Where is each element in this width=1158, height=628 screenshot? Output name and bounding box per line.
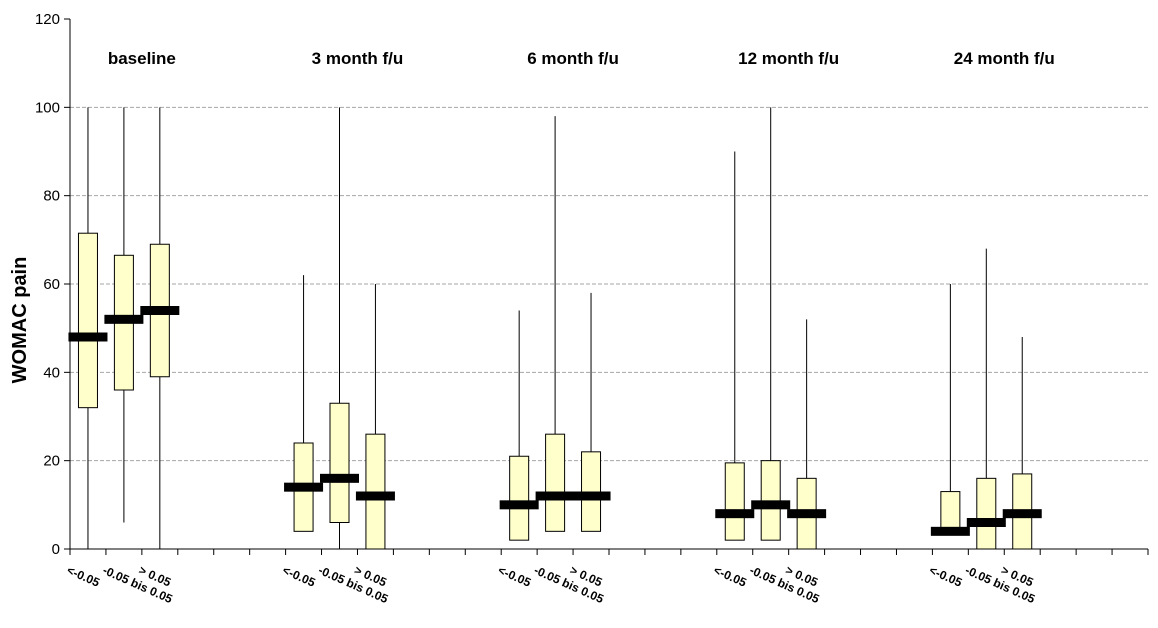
y-tick-label: 60 xyxy=(43,276,60,293)
median-bar xyxy=(320,473,359,483)
box xyxy=(77,232,98,409)
group-label: baseline xyxy=(108,49,176,68)
box xyxy=(329,402,350,523)
median-bar xyxy=(140,306,180,315)
y-tick-label: 0 xyxy=(52,541,60,558)
box xyxy=(509,455,530,541)
median-bar xyxy=(751,500,791,510)
median-bar xyxy=(499,500,539,510)
median-bar xyxy=(787,509,827,519)
group-label: 12 month f/u xyxy=(738,49,839,68)
median-bar xyxy=(535,491,575,501)
median-bar xyxy=(284,482,324,492)
box xyxy=(724,462,745,541)
median-bar xyxy=(966,518,1006,527)
y-tick-label: 20 xyxy=(43,453,60,470)
category-label: <-0.05 xyxy=(927,563,964,590)
category-label: <-0.05 xyxy=(496,563,533,590)
axis-layer: 0 20 40 60 80 100 120 xyxy=(35,11,1149,558)
median-bar xyxy=(571,491,611,501)
median-bar xyxy=(104,314,144,324)
category-label: <-0.05 xyxy=(65,563,102,590)
median-bar xyxy=(1002,509,1042,519)
median-bar xyxy=(930,526,970,536)
group-label: 24 month f/u xyxy=(954,49,1055,68)
y-tick-label: 80 xyxy=(43,188,60,205)
box-layer xyxy=(68,107,1042,550)
box xyxy=(940,491,961,532)
box xyxy=(976,477,997,550)
median-bar xyxy=(68,332,108,342)
category-label: <-0.05 xyxy=(712,563,749,590)
y-axis-label: WOMAC pain xyxy=(9,257,31,384)
y-tick-label: 100 xyxy=(35,99,60,116)
y-tick-label: 120 xyxy=(35,11,60,28)
y-tick-label: 40 xyxy=(43,364,60,381)
group-label: 3 month f/u xyxy=(312,49,404,68)
median-bar xyxy=(715,509,755,519)
median-bar xyxy=(355,491,395,501)
group-label: 6 month f/u xyxy=(527,49,619,68)
category-label: <-0.05 xyxy=(280,563,317,590)
box xyxy=(545,433,566,532)
